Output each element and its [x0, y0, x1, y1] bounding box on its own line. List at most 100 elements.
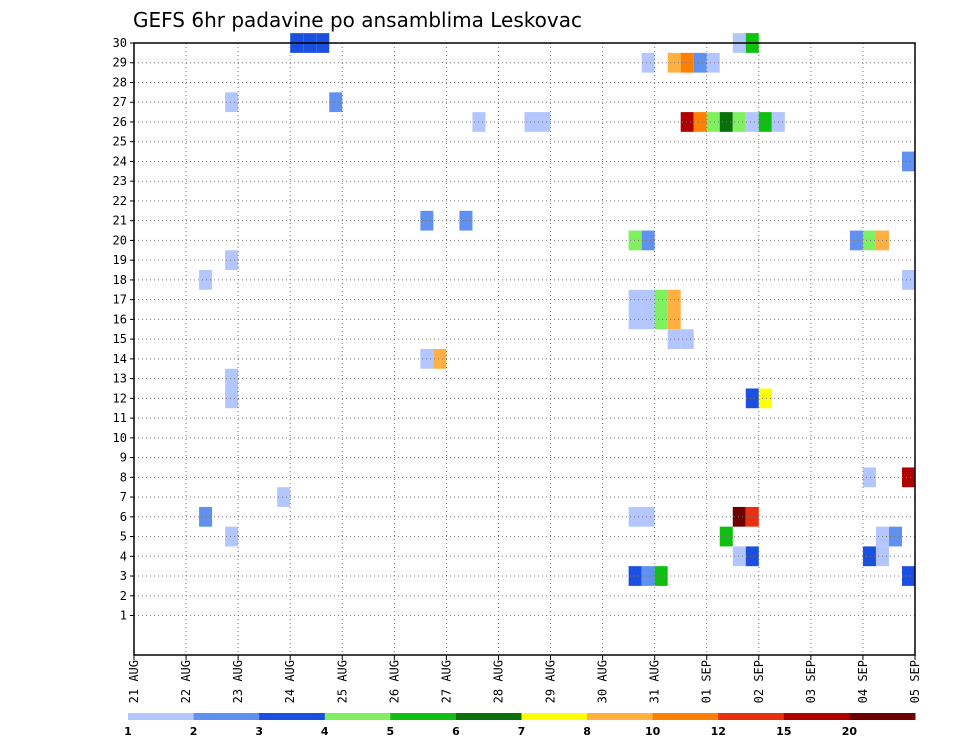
heatmap-cell [628, 566, 642, 586]
heatmap-cell [901, 270, 915, 290]
heatmap-cell [732, 506, 746, 527]
heatmap-cell [459, 210, 473, 231]
heatmap-cell [654, 309, 668, 330]
x-tick-label: 30 AUG [596, 660, 610, 703]
y-tick-label: 22 [113, 194, 127, 208]
x-axis: 21 AUG 22 AUG 23 AUG 24 AUG 25 AUG 26 AUG 27 A… [127, 655, 922, 703]
heatmap-cell [277, 487, 291, 507]
colorbar-swatch [587, 713, 654, 720]
colorbar-label: 15 [776, 725, 791, 738]
y-tick-label: 19 [113, 253, 127, 267]
x-tick-label: 26 AUG [387, 660, 401, 703]
colorbar-label: 4 [321, 725, 329, 738]
heatmap-cell [225, 250, 239, 271]
colorbar-label: 6 [452, 725, 460, 738]
y-tick-label: 23 [113, 174, 127, 188]
grid-lines [133, 42, 916, 655]
heatmap-cell [199, 270, 213, 290]
heatmap-cell [901, 467, 915, 488]
heatmap-cell [199, 506, 213, 527]
heatmap-cell [732, 112, 746, 132]
colorbar-swatch [324, 713, 391, 720]
heatmap-cell [680, 329, 694, 349]
heatmap-cell [693, 112, 707, 132]
colorbar-label: 20 [842, 725, 858, 738]
y-tick-label: 25 [113, 135, 127, 149]
heatmap-cell [849, 230, 863, 251]
y-tick-label: 29 [113, 56, 127, 70]
y-tick-label: 3 [120, 569, 127, 583]
heatmap-cell [862, 546, 876, 567]
colorbar-label: 8 [583, 725, 591, 738]
y-tick-label: 7 [120, 490, 127, 504]
y-tick-label: 2 [120, 589, 127, 603]
heatmap-cell [745, 546, 759, 567]
heatmap-cell [680, 52, 694, 73]
y-tick-label: 4 [120, 549, 127, 563]
colorbar-swatch [455, 713, 522, 720]
heatmap-cell [732, 546, 746, 567]
heatmap-cell [654, 566, 668, 586]
heatmap-cell [745, 506, 759, 527]
heatmap-cell [628, 506, 642, 527]
colorbar-swatch [521, 713, 588, 720]
y-tick-label: 24 [113, 154, 127, 168]
colorbar: 1 2 3 4 5 6 7 8 10 12 15 20 [124, 713, 916, 738]
x-tick-label: 02 SEP [752, 660, 766, 703]
y-tick-label: 1 [120, 609, 127, 623]
y-tick-label: 8 [120, 470, 127, 484]
colorbar-swatch [849, 713, 916, 720]
heatmap-cell [641, 230, 655, 251]
x-tick-label: 22 AUG [179, 660, 193, 703]
heatmap-cells [199, 33, 915, 586]
heatmap-cell [225, 92, 239, 113]
heatmap-cell [641, 289, 655, 310]
colorbar-label: 2 [190, 725, 198, 738]
colorbar-label: 7 [518, 725, 526, 738]
x-tick-label: 25 AUG [335, 660, 349, 703]
heatmap-cell [641, 52, 655, 73]
y-tick-label: 13 [113, 372, 127, 386]
x-tick-label: 05 SEP [908, 660, 922, 703]
heatmap-cell [641, 566, 655, 586]
x-tick-label: 21 AUG [127, 660, 141, 703]
y-tick-label: 30 [113, 36, 127, 50]
colorbar-swatch [390, 713, 457, 720]
y-tick-label: 26 [113, 115, 127, 129]
heatmap-cell [628, 289, 642, 310]
x-tick-label: 04 SEP [856, 660, 870, 703]
heatmap-cell [706, 52, 720, 73]
heatmap-cell [862, 467, 876, 488]
heatmap-cell [628, 309, 642, 330]
y-tick-label: 27 [113, 95, 127, 109]
y-tick-label: 28 [113, 75, 127, 89]
colorbar-label: 10 [645, 725, 661, 738]
heatmap-cell [888, 526, 902, 547]
heatmap-cell [628, 230, 642, 251]
heatmap-cell [901, 151, 915, 172]
heatmap-cell [225, 368, 239, 389]
plot-frame [133, 42, 916, 656]
y-tick-label: 12 [113, 391, 127, 405]
heatmap-cell [758, 388, 772, 409]
heatmap-cell [706, 112, 720, 132]
colorbar-label: 12 [711, 725, 726, 738]
x-tick-label: 03 SEP [804, 660, 818, 703]
colorbar-swatch [128, 713, 195, 720]
y-tick-label: 10 [113, 431, 127, 445]
colorbar-swatch [259, 713, 326, 720]
y-tick-label: 21 [113, 214, 127, 228]
heatmap-cell [680, 112, 694, 132]
heatmap-cell [537, 112, 551, 132]
y-axis: 1234567891011121314151617181920212223242… [113, 36, 134, 623]
x-tick-label: 27 AUG [439, 660, 453, 703]
colorbar-label: 3 [255, 725, 263, 738]
heatmap-cell [329, 92, 343, 113]
x-tick-label: 23 AUG [231, 660, 245, 703]
colorbar-swatch [193, 713, 260, 720]
heatmap-cell [862, 230, 876, 251]
heatmap-cell [693, 52, 707, 73]
x-tick-label: 24 AUG [283, 660, 297, 703]
colorbar-swatch [652, 713, 719, 720]
